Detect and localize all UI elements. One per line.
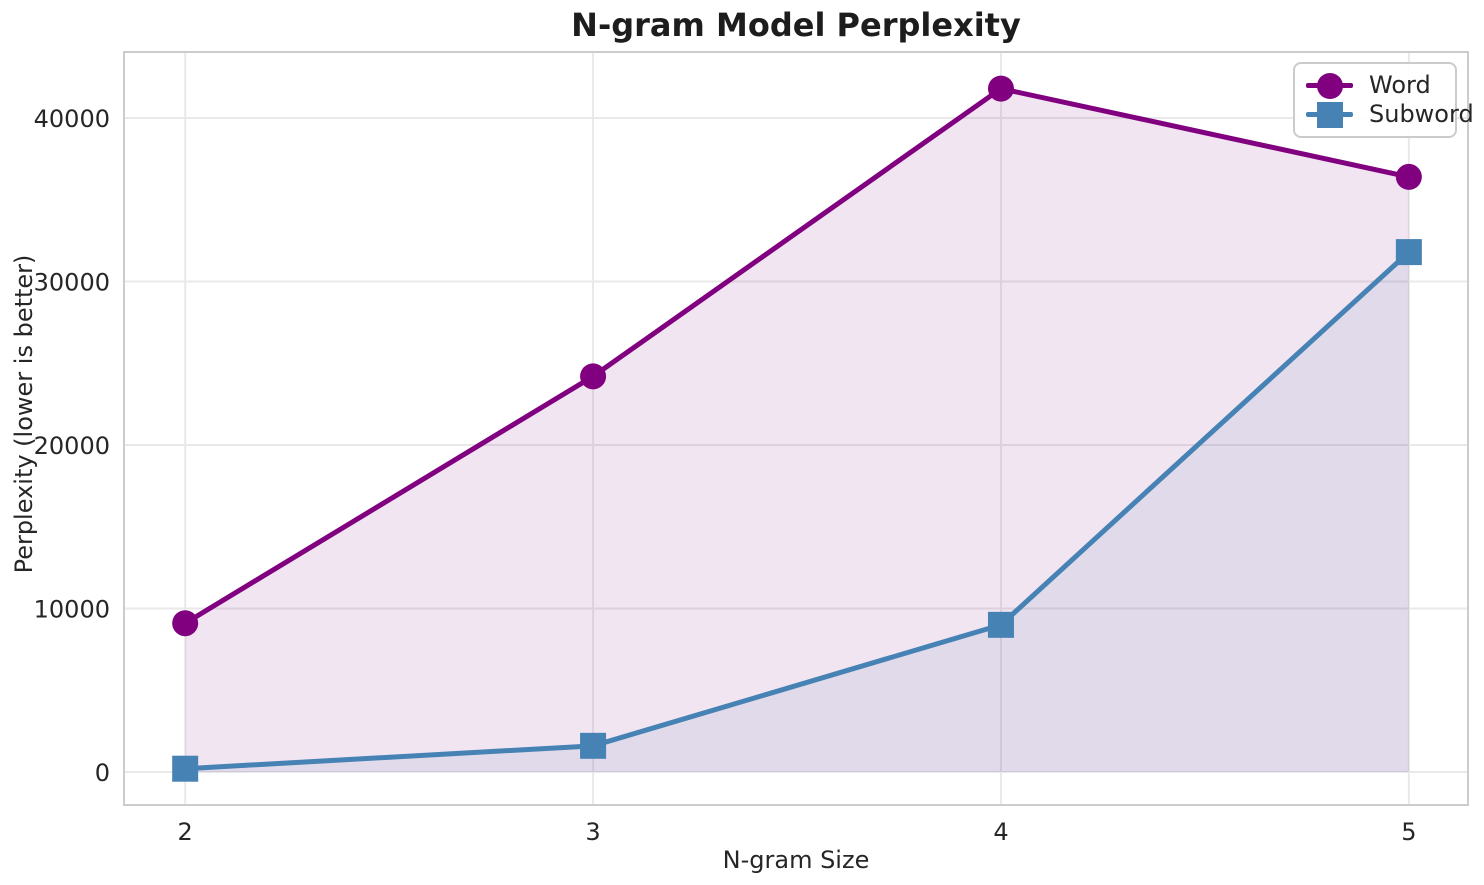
y-tick-label: 20000: [34, 432, 110, 460]
chart-title: N-gram Model Perplexity: [571, 6, 1021, 44]
data-point-word-x5: [1395, 163, 1422, 190]
series-line-word: [182, 86, 1412, 626]
data-point-subword-x4: [987, 611, 1014, 638]
subword-square-marker-icon: [1316, 101, 1343, 128]
x-tick-label: 3: [585, 818, 600, 846]
legend-label-subword: Subword: [1369, 100, 1474, 128]
legend-label-word: Word: [1369, 71, 1431, 99]
x-tick-label: 5: [1401, 818, 1416, 846]
subword-legend-marker: [1306, 100, 1353, 129]
area-fill-word: [185, 88, 1409, 772]
area-fill-subword: [185, 252, 1409, 772]
x-tick-label: 4: [993, 818, 1008, 846]
data-point-subword-x5: [1395, 239, 1422, 266]
x-tick-label: 2: [178, 818, 193, 846]
axes-spines: [123, 51, 1469, 806]
data-point-word-x4: [987, 75, 1014, 102]
y-axis-label: Perplexity (lower is better): [10, 254, 38, 574]
legend-item-word: Word: [1306, 71, 1445, 100]
y-tick-label: 40000: [34, 105, 110, 133]
data-point-subword-x3: [580, 732, 607, 759]
data-point-word-x2: [172, 610, 199, 637]
x-axis-label: N-gram Size: [722, 846, 870, 874]
legend-item-subword: Subword: [1306, 100, 1474, 129]
series-line-subword: [182, 249, 1412, 772]
legend: Word Subword: [1293, 62, 1474, 138]
y-tick-label: 0: [95, 759, 110, 787]
data-point-word-x3: [580, 363, 607, 390]
y-tick-label: 10000: [34, 595, 110, 623]
word-circle-marker-icon: [1316, 72, 1343, 99]
data-point-subword-x2: [172, 755, 199, 782]
word-legend-marker: [1306, 71, 1353, 100]
y-tick-label: 30000: [34, 269, 110, 297]
